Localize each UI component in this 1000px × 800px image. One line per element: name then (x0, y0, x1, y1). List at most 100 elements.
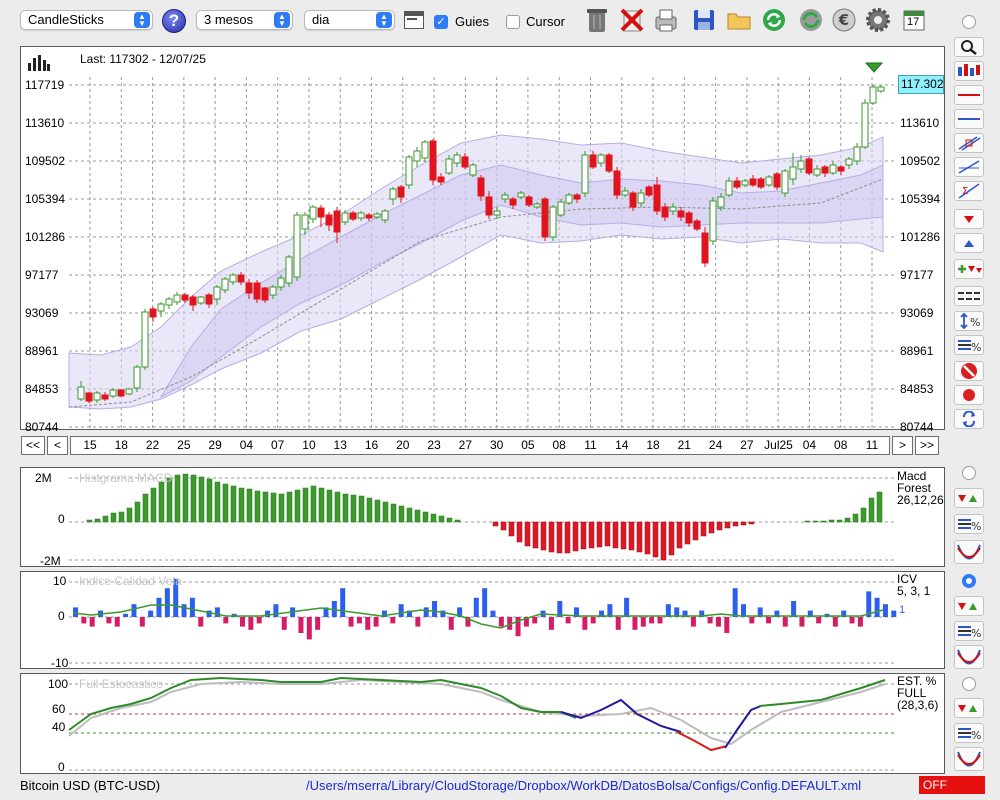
candle-up (781, 170, 789, 194)
window-icon[interactable] (404, 11, 424, 29)
price-y-label: 84853 (25, 382, 59, 396)
nav-prev-button[interactable]: < (47, 436, 68, 455)
refresh-button[interactable] (760, 6, 788, 34)
icv-bar-negative (715, 617, 721, 627)
icv-bar-negative (114, 617, 120, 627)
arrow-up-button[interactable] (954, 233, 984, 253)
panel-radio-macd[interactable] (962, 466, 976, 480)
chart-type-select[interactable]: CandleSticks ▲ ▼ (20, 10, 153, 30)
candle-up (173, 294, 181, 303)
trash-icon (587, 9, 607, 32)
gear-icon (866, 8, 890, 32)
icv-bar-negative (348, 617, 354, 627)
nav-first-button[interactable]: << (21, 436, 45, 455)
icv-bar-positive (482, 588, 488, 617)
macd-curve-button[interactable] (954, 540, 984, 564)
macd-panel[interactable]: Histgrama MACD 2M 0 -2M Macd Forest 26,1… (20, 467, 945, 568)
stoch-percent-button[interactable]: % (954, 723, 984, 743)
period-select[interactable]: 3 mesos ▲ ▼ (196, 10, 293, 30)
date-label: 29 (208, 438, 222, 452)
sum-line-button[interactable]: Σ (954, 181, 984, 201)
candle-up (637, 192, 645, 204)
icv-curve-button[interactable] (954, 645, 984, 669)
macd-bar-positive (358, 495, 365, 523)
trendline-button[interactable] (954, 157, 984, 177)
candle-up (413, 150, 421, 162)
candle-style-button[interactable] (954, 61, 984, 81)
macd-bar-positive (302, 487, 309, 523)
candle-up (445, 158, 453, 174)
stoch-curve-button[interactable] (954, 747, 984, 771)
stoch-panel[interactable]: Full Estocastico 100 60 40 0 EST. % FULL… (20, 673, 945, 774)
nav-last-button[interactable]: >> (915, 436, 939, 455)
zoom-button[interactable] (954, 37, 984, 57)
icv-move-button[interactable] (954, 596, 984, 616)
channel-button[interactable] (954, 133, 984, 153)
candle-up (861, 102, 869, 148)
settings-button[interactable] (864, 6, 892, 34)
calendar-icon (903, 10, 925, 31)
nav-next-button[interactable]: > (892, 436, 913, 455)
icv-bar-positive (866, 591, 872, 617)
candle-up (341, 212, 349, 223)
currency-button[interactable]: € (830, 6, 858, 34)
lines-percent-button[interactable]: % (954, 335, 984, 355)
panel-radio-price-top[interactable] (962, 15, 976, 29)
price-panel[interactable]: Last: 117302 - 12/07/25 1177191177191136… (20, 46, 945, 434)
range-percent-button[interactable]: % (954, 311, 984, 331)
price-y-label-right: 88961 (900, 344, 934, 358)
stoch-move-button[interactable] (954, 698, 984, 718)
date-label: 10 (302, 438, 316, 452)
icv-bar-positive (189, 597, 195, 617)
print-button[interactable] (652, 6, 680, 34)
hline-red-button[interactable] (954, 85, 984, 105)
stoch-y-40: 40 (52, 720, 66, 734)
calendar-button[interactable]: 17 (900, 6, 928, 34)
panel-radio-icv[interactable] (962, 574, 976, 588)
cursor-checkbox[interactable] (506, 15, 520, 29)
icv-bar-positive (682, 610, 688, 617)
help-button[interactable]: ? (162, 9, 186, 33)
macd-bar-positive (222, 483, 229, 523)
columns-button[interactable] (954, 286, 984, 306)
macd-move-button[interactable] (954, 488, 984, 508)
panel-radio-stoch[interactable] (962, 677, 976, 691)
record-button[interactable] (954, 385, 984, 405)
macd-bar-positive (174, 474, 181, 523)
add-marker-button[interactable] (954, 259, 984, 279)
candle-down (733, 180, 741, 188)
price-y-label-right: 109502 (900, 154, 941, 168)
stoch-k-line-up (68, 676, 577, 731)
date-label: 24 (708, 438, 723, 452)
macd-bar-positive (812, 520, 819, 523)
macd-percent-button[interactable]: % (954, 514, 984, 534)
macd-bar-negative (748, 521, 755, 525)
icv-bar-positive (331, 601, 337, 617)
macd-bar-negative (604, 521, 611, 547)
arrow-down-button[interactable] (954, 209, 984, 229)
macd-bar-positive (126, 507, 133, 523)
interval-select[interactable]: dia ▲ ▼ (304, 10, 395, 30)
macd-bar-positive (118, 511, 125, 523)
delete-button[interactable] (618, 6, 646, 34)
svg-text:%: % (971, 520, 981, 532)
macd-bar-negative (492, 521, 499, 527)
candle-down (101, 394, 109, 400)
open-folder-button[interactable] (725, 6, 753, 34)
macd-bar-positive (286, 491, 293, 523)
swap-button[interactable] (954, 409, 984, 429)
icv-percent-button[interactable]: % (954, 621, 984, 641)
macd-bar-negative (636, 521, 643, 553)
icv-panel[interactable]: Indice Calidad Vela 10 0 -10 ICV 5, 3, 1… (20, 571, 945, 670)
macd-bar-positive (382, 501, 389, 523)
guides-checkbox[interactable]: ✓ (434, 15, 448, 29)
stop-button[interactable] (954, 361, 984, 381)
candle-down (461, 156, 469, 168)
hline-blue-button[interactable] (954, 109, 984, 129)
save-button[interactable] (690, 6, 718, 34)
sync-button[interactable] (797, 6, 825, 34)
macd-bar-negative (564, 521, 571, 554)
date-label: Jul25 (764, 438, 793, 452)
date-axis[interactable]: 15 18 22 25 29 04 07 10 13 16 20 23 27 30 05 08 11 14 18 21… (70, 436, 890, 455)
trash-button[interactable] (583, 6, 611, 34)
